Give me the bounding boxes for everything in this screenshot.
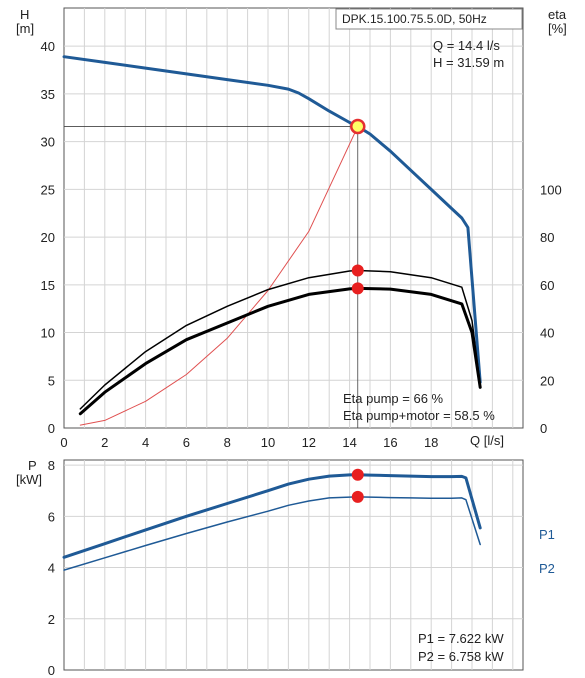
head-y-label-line1: H [20, 7, 29, 22]
head-x-tick-label: 18 [424, 435, 438, 450]
eta-y-tick-label: 0 [540, 421, 547, 436]
power-y-ticks: 0 2 4 6 8 [48, 458, 55, 678]
power-chart-series [62, 473, 482, 571]
power-grid [64, 460, 523, 670]
operating-point-guides [64, 126, 359, 428]
eta-pump-motor-curve [78, 286, 482, 416]
head-y-tick-label: 10 [41, 326, 55, 341]
head-x-tick-label: 10 [261, 435, 275, 450]
head-x-tick-label: 12 [302, 435, 316, 450]
head-chart-series [62, 55, 482, 426]
head-y-tick-label: 0 [48, 421, 55, 436]
power-y-tick-label: 6 [48, 509, 55, 524]
eta-y-tick-label: 100 [540, 182, 562, 197]
eta-y-label-line1: eta [548, 7, 567, 22]
head-y-tick-label: 30 [41, 135, 55, 150]
power-y-label-line2: [kW] [16, 472, 42, 487]
head-x-ticks: 0 2 4 6 8 10 12 14 16 18 [60, 435, 438, 450]
eta-pump-motor-readout: Eta pump+motor = 58.5 % [343, 408, 495, 423]
head-readout: H = 31.59 m [433, 55, 504, 70]
p1-readout: P1 = 7.622 kW [418, 631, 504, 646]
head-x-label: Q [l/s] [470, 433, 504, 448]
head-x-tick-label: 16 [383, 435, 397, 450]
power-chart: 0 2 4 6 8 P [kW] P1 P2 P1 = 7.622 kW P2 = 6.… [16, 458, 555, 678]
head-chart-markers [350, 118, 366, 295]
eta-y-ticks: 0 20 40 60 80 100 [540, 182, 562, 436]
eta-y-label-line2: [%] [548, 21, 567, 36]
p2-legend-label: P2 [539, 561, 555, 576]
p2-point-marker [351, 490, 364, 503]
head-x-tick-label: 2 [101, 435, 108, 450]
operating-point-marker [350, 118, 366, 135]
power-plot-frame [63, 459, 524, 671]
head-y-tick-label: 40 [41, 39, 55, 54]
eta-y-tick-label: 20 [540, 373, 554, 388]
head-x-tick-label: 0 [60, 435, 67, 450]
p2-readout: P2 = 6.758 kW [418, 649, 504, 664]
eta-y-tick-label: 40 [540, 326, 554, 341]
power-chart-markers [351, 468, 364, 503]
head-y-ticks: 0 5 10 15 20 25 30 35 40 [41, 39, 55, 436]
head-y-label-line2: [m] [16, 21, 34, 36]
efficiency-point-marker [351, 282, 364, 295]
chart-title: DPK.15.100.75.5.0D, 50Hz [342, 12, 487, 26]
head-plot-frame [63, 7, 524, 429]
eta-pump-readout: Eta pump = 66 % [343, 391, 444, 406]
power-y-tick-label: 4 [48, 561, 55, 576]
flow-readout: Q = 14.4 l/s [433, 38, 500, 53]
head-x-tick-label: 14 [342, 435, 356, 450]
head-curve [62, 55, 482, 384]
eta-pump-curve [79, 269, 481, 410]
system-curve [79, 126, 359, 426]
head-y-tick-label: 5 [48, 373, 55, 388]
head-grid [64, 8, 523, 428]
head-y-tick-label: 35 [41, 87, 55, 102]
head-y-tick-label: 15 [41, 278, 55, 293]
power-y-tick-label: 8 [48, 458, 55, 473]
eta-y-tick-label: 60 [540, 278, 554, 293]
head-chart: 0 2 4 6 8 10 12 14 16 18 0 5 10 15 20 25 30 35 40 0 20 40 60… [16, 7, 567, 450]
efficiency-point-marker [351, 264, 364, 277]
p1-curve [62, 473, 482, 559]
p1-point-marker [351, 468, 364, 481]
eta-y-tick-label: 80 [540, 230, 554, 245]
power-y-tick-label: 2 [48, 612, 55, 627]
head-x-tick-label: 6 [183, 435, 190, 450]
chart-title-box [335, 8, 523, 30]
power-y-tick-label: 0 [48, 663, 55, 678]
head-x-tick-label: 4 [142, 435, 149, 450]
p1-legend-label: P1 [539, 527, 555, 542]
head-y-tick-label: 20 [41, 230, 55, 245]
p2-curve [63, 496, 481, 571]
head-x-tick-label: 8 [224, 435, 231, 450]
head-y-tick-label: 25 [41, 182, 55, 197]
power-y-label-line1: P [28, 458, 37, 473]
